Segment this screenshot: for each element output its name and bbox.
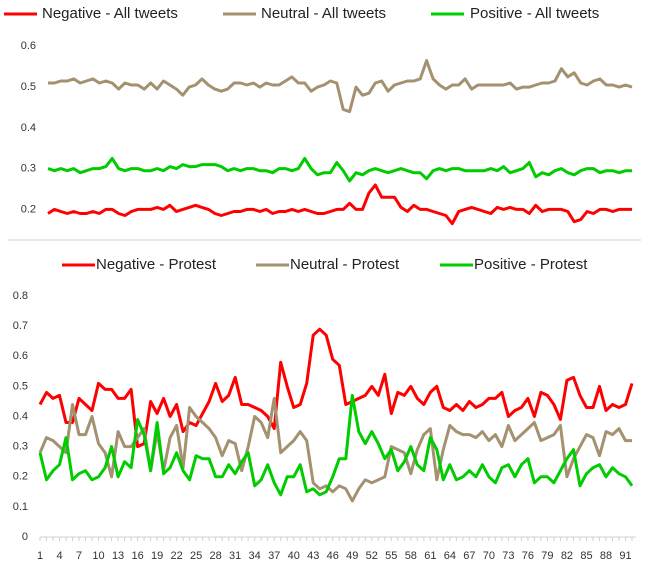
x-tick-label: 70 xyxy=(483,550,495,562)
series-line xyxy=(38,327,634,449)
x-tick-label: 34 xyxy=(249,550,261,562)
y-tick-label: 0.2 xyxy=(21,203,36,215)
legend-label: Positive - Protest xyxy=(474,256,588,273)
x-tick-label: 91 xyxy=(619,550,631,562)
y-tick-label: 0.1 xyxy=(13,501,28,513)
series-line xyxy=(47,156,632,183)
x-tick-label: 76 xyxy=(522,550,534,562)
x-tick-label: 85 xyxy=(580,550,592,562)
x-tick-label: 49 xyxy=(346,550,358,562)
x-tick-label: 22 xyxy=(170,550,182,562)
y-tick-label: 0.6 xyxy=(21,40,36,52)
x-tick-label: 43 xyxy=(307,550,319,562)
x-tick-label: 19 xyxy=(151,550,163,562)
series-line xyxy=(38,396,632,503)
x-tick-label: 73 xyxy=(502,550,514,562)
y-tick-label: 0.4 xyxy=(21,122,36,134)
x-tick-label: 16 xyxy=(131,550,143,562)
legend-label: Negative - All tweets xyxy=(42,5,178,22)
x-tick-label: 79 xyxy=(541,550,553,562)
x-tick-label: 40 xyxy=(288,550,300,562)
y-tick-label: 0.5 xyxy=(21,81,36,93)
x-tick-label: 13 xyxy=(112,550,124,562)
legend-label: Neutral - Protest xyxy=(290,256,400,273)
y-tick-label: 0.4 xyxy=(13,410,28,422)
x-tick-label: 52 xyxy=(366,550,378,562)
legend-label: Neutral - All tweets xyxy=(261,5,386,22)
x-tick-label: 31 xyxy=(229,550,241,562)
x-tick-label: 55 xyxy=(385,550,397,562)
x-tick-label: 88 xyxy=(600,550,612,562)
x-tick-label: 67 xyxy=(463,550,475,562)
y-tick-label: 0.6 xyxy=(13,350,28,362)
series-line xyxy=(48,59,633,114)
series-line xyxy=(38,393,634,497)
x-tick-label: 64 xyxy=(444,550,456,562)
y-tick-label: 0.8 xyxy=(13,290,28,302)
legend-label: Positive - All tweets xyxy=(470,5,599,22)
legend-label: Negative - Protest xyxy=(96,256,217,273)
x-tick-label: 4 xyxy=(56,550,62,562)
y-tick-label: 0.3 xyxy=(13,441,28,453)
x-tick-label: 10 xyxy=(92,550,104,562)
y-tick-label: 0 xyxy=(22,531,28,543)
series-line xyxy=(47,183,632,226)
x-tick-label: 58 xyxy=(405,550,417,562)
x-tick-label: 61 xyxy=(424,550,436,562)
x-tick-label: 82 xyxy=(561,550,573,562)
x-tick-label: 7 xyxy=(76,550,82,562)
x-tick-label: 37 xyxy=(268,550,280,562)
x-tick-label: 25 xyxy=(190,550,202,562)
y-tick-label: 0.3 xyxy=(21,163,36,175)
y-tick-label: 0.5 xyxy=(13,380,28,392)
y-tick-label: 0.7 xyxy=(13,320,28,332)
x-tick-label: 46 xyxy=(327,550,339,562)
x-tick-label: 28 xyxy=(210,550,222,562)
x-tick-label: 1 xyxy=(37,550,43,562)
y-tick-label: 0.2 xyxy=(13,471,28,483)
